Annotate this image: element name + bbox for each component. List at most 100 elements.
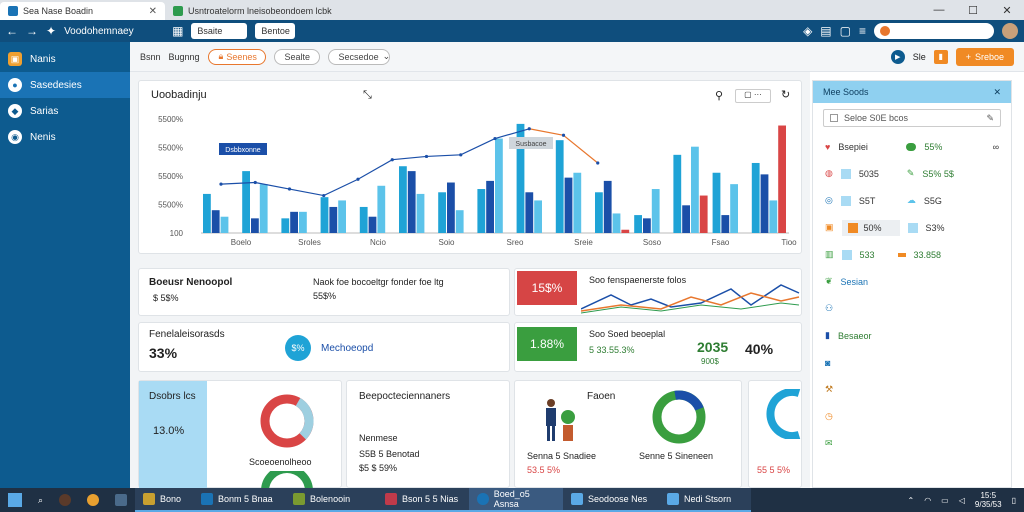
sidebar-item-sasedesies[interactable]: ● Sasedesies <box>0 72 130 98</box>
kpi-card-4: 1.88% Soo Soed beoeplal 5 33.55.3% 2035 … <box>514 322 802 372</box>
filter-pill-2[interactable]: Sealte <box>273 48 320 65</box>
taskbar-app-6[interactable]: Seodoose Nes <box>563 488 660 512</box>
y-tick-label: 5500% <box>158 144 183 153</box>
taskbar-app-3[interactable]: Bolenooin <box>285 488 378 512</box>
list-item[interactable]: ▣ 50% S3% <box>813 214 1011 241</box>
folder-icon[interactable] <box>107 488 135 512</box>
bar-chart: 5500% 5500% 5500% 5500% 100 Dsbbxonne Susbacoe… <box>158 115 797 247</box>
doc-icon[interactable]: ▤ <box>820 24 832 38</box>
chart-callout-right-text: Susbacoe <box>515 141 546 148</box>
list-item[interactable]: ◙ <box>813 349 1011 376</box>
row-value: S5G <box>923 195 942 206</box>
list-item[interactable]: ⚒ <box>813 376 1011 403</box>
bottom-card-1-panel <box>139 381 207 489</box>
close-window-icon[interactable]: ✕ <box>1002 4 1012 17</box>
card-sub: Scoeoenolheoo <box>249 457 312 467</box>
y-tick-label: 5500% <box>158 201 183 210</box>
chart-bar <box>455 210 464 233</box>
list-item[interactable]: ❦ Sesian <box>813 268 1011 295</box>
chart-bar <box>555 140 564 233</box>
minimize-icon[interactable]: — <box>933 4 945 16</box>
taskbar-app-4[interactable]: Bson 5 5 Nias <box>377 488 470 512</box>
taskbar-app-7[interactable]: Nedi Stsorn <box>659 488 752 512</box>
profile-field[interactable] <box>874 23 994 39</box>
volume-icon[interactable]: ◁ <box>958 495 965 505</box>
list-item[interactable]: ◍ 5035 ✎ S5% 5$ <box>813 160 1011 187</box>
clock[interactable]: 15:5 9/35/53 <box>975 491 1002 509</box>
chip-2[interactable]: Bentoe <box>255 23 296 39</box>
donut-chart-4 <box>766 389 801 439</box>
list-item[interactable]: ♥ Bsepiei 55% ∞ <box>813 133 1011 160</box>
envelope-icon: ✉ <box>825 438 833 448</box>
avatar-icon <box>59 494 72 506</box>
chart-title: Uoobadinju <box>151 89 207 101</box>
chart-bar <box>751 162 760 233</box>
right-panel-search[interactable]: Seloe S0E bcos ✎ <box>823 109 1001 127</box>
filter-pill-3[interactable]: Secsedoe ⌄ <box>327 48 390 65</box>
list-icon[interactable]: ≡ <box>858 24 866 38</box>
row-label: Sesian <box>840 276 869 287</box>
app-icon-1[interactable] <box>51 488 79 512</box>
search-icon[interactable]: ⌕ <box>38 494 44 505</box>
expand-icon[interactable]: ⤡ <box>363 89 372 101</box>
print-icon[interactable]: ▢ ··· <box>735 89 771 103</box>
start-button[interactable] <box>0 488 30 512</box>
list-item[interactable]: ◷ <box>813 403 1011 430</box>
grid-icon[interactable]: ▦ <box>172 24 184 38</box>
toolbar-right: ▶ Sle ▮ + Sreboe <box>890 47 1014 66</box>
chart-bar <box>712 172 721 233</box>
list-item[interactable]: ▮ Besaeor <box>813 322 1011 349</box>
forward-arrow-icon[interactable]: → <box>26 24 38 38</box>
puzzle-icon[interactable]: ◈ <box>803 24 813 38</box>
list-item[interactable]: ◎ S5T ☁ S5G <box>813 187 1011 214</box>
toolbar-text[interactable]: Sle <box>912 51 926 62</box>
play-icon[interactable]: ▶ <box>890 49 905 64</box>
x-tick-label: Tioo <box>781 238 797 247</box>
extension-icon[interactable]: ✦ <box>46 24 57 38</box>
sidebar-item-sarias[interactable]: ◆ Sarias <box>0 98 130 124</box>
browser-tab-2[interactable]: Usntroatelorm lneisobeondoem lcbk <box>165 2 395 20</box>
chart-bar <box>621 229 630 233</box>
tool-icon[interactable]: ⚲ <box>715 90 724 102</box>
maximize-icon[interactable]: ☐ <box>968 4 978 17</box>
copy-icon[interactable]: ▢ <box>839 24 851 38</box>
kpi-note-value: 55$% <box>313 291 337 301</box>
kpi-link[interactable]: Mechoeopd <box>321 343 374 354</box>
lock-icon: 🔒︎ <box>218 51 224 61</box>
bell-icon[interactable]: ▮ <box>933 49 948 64</box>
folder-icon: ▣ <box>8 52 22 66</box>
search-input[interactable]: Seloe S0E bcos <box>844 113 909 123</box>
chrome-icon[interactable] <box>79 488 107 512</box>
taskbar-app-2[interactable]: Bonm 5 Bnaa <box>193 488 286 512</box>
refresh-icon[interactable]: ↻ <box>781 89 791 101</box>
filter-pill-1[interactable]: 🔒︎ Seenes <box>207 48 266 65</box>
chart-bar <box>338 200 346 233</box>
chip-1[interactable]: Bsaite <box>191 23 248 39</box>
row-label: 5035 <box>858 168 879 179</box>
chart-bar <box>281 218 290 233</box>
system-tray: ⌃ ◠ ▭ ◁ 15:5 9/35/53 ▯ <box>907 491 1024 509</box>
tab-label: Usntroatelorm lneisobeondoem lcbk <box>188 6 332 16</box>
close-tab-icon[interactable]: ✕ <box>148 5 157 17</box>
taskbar-app-1[interactable]: Bono <box>135 488 194 512</box>
list-item[interactable]: ✉ <box>813 430 1011 457</box>
chart-point <box>253 180 257 185</box>
wifi-icon[interactable]: ◠ <box>924 495 932 505</box>
browser-tab-1[interactable]: Sea Nase Boadin ✕ <box>0 2 165 20</box>
sidebar-item-nenis[interactable]: ◉ Nenis <box>0 124 130 150</box>
pin-icon[interactable]: ✎ <box>986 112 994 123</box>
toolbar-link-2[interactable]: Bugnng <box>168 51 200 62</box>
list-item[interactable]: ▥ 533 33.858 <box>813 241 1011 268</box>
battery-icon[interactable]: ▭ <box>941 495 949 505</box>
close-icon[interactable]: ✕ <box>993 86 1001 97</box>
list-item[interactable]: ⚇ <box>813 295 1011 322</box>
back-arrow-icon[interactable]: ← <box>6 24 18 38</box>
toolbar-link-1[interactable]: Bsnn <box>140 51 161 62</box>
avatar[interactable] <box>1002 23 1018 39</box>
chevron-up-icon[interactable]: ⌃ <box>907 495 915 505</box>
taskbar-app-5[interactable]: Boed_o5 Asnsa <box>469 488 564 512</box>
primary-action-button[interactable]: + Sreboe <box>955 47 1014 66</box>
notification-icon[interactable]: ▯ <box>1011 495 1016 505</box>
path-label[interactable]: Voodohemnaey <box>64 25 134 37</box>
sidebar-item-nanis[interactable]: ▣ Nanis <box>0 46 130 72</box>
